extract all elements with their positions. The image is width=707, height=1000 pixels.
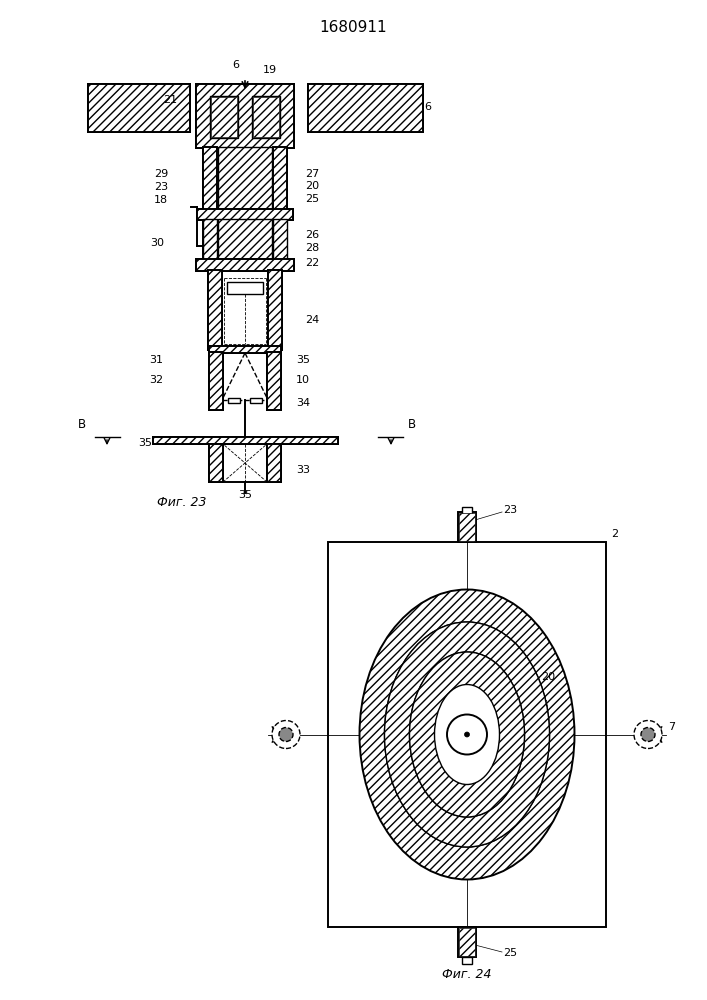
Bar (218, 147, 272, 210)
Ellipse shape (385, 622, 549, 847)
Bar (459, 513, 475, 541)
Bar (462, 507, 472, 514)
Text: 30: 30 (150, 238, 164, 248)
Text: 23: 23 (154, 182, 168, 192)
Bar (273, 147, 287, 210)
Text: 35: 35 (296, 355, 310, 365)
Text: 29: 29 (153, 169, 168, 179)
Bar (209, 352, 223, 410)
Bar (267, 444, 281, 482)
Ellipse shape (385, 622, 549, 847)
Ellipse shape (409, 652, 525, 817)
Text: 26: 26 (305, 230, 319, 240)
Text: 6: 6 (424, 102, 431, 112)
Text: 35: 35 (238, 490, 252, 500)
Bar (211, 97, 237, 137)
Bar (462, 957, 472, 964)
Bar (203, 147, 217, 210)
Bar (308, 84, 423, 132)
Text: 7: 7 (668, 722, 675, 732)
Bar (208, 270, 222, 350)
Circle shape (634, 720, 662, 748)
Bar (267, 444, 281, 482)
Text: 34: 34 (296, 398, 310, 408)
Text: Фиг. 23: Фиг. 23 (157, 496, 206, 510)
Bar (203, 219, 287, 260)
Bar (210, 96, 238, 138)
Circle shape (279, 728, 293, 742)
Bar (197, 209, 293, 220)
Bar (268, 270, 282, 350)
Text: 26: 26 (534, 700, 548, 710)
Text: 28: 28 (305, 243, 320, 253)
Bar (196, 259, 294, 271)
Bar (273, 219, 287, 260)
Bar (209, 444, 223, 482)
Text: 35: 35 (138, 438, 152, 448)
Text: 18: 18 (154, 195, 168, 205)
Ellipse shape (359, 589, 575, 880)
Bar (209, 444, 281, 482)
Bar (458, 927, 476, 957)
Bar (458, 512, 476, 542)
Text: 31: 31 (149, 355, 163, 365)
Bar (268, 270, 282, 350)
Bar (267, 352, 281, 410)
Bar (209, 346, 281, 353)
Bar (228, 398, 240, 403)
Bar (203, 219, 217, 260)
Bar (203, 147, 287, 210)
Bar (459, 928, 475, 956)
Bar (308, 84, 423, 132)
Circle shape (641, 728, 655, 742)
Bar (209, 346, 281, 353)
Text: 19: 19 (263, 65, 277, 75)
Text: 27: 27 (305, 169, 320, 179)
Bar (218, 219, 272, 260)
Bar (196, 84, 294, 148)
Bar (88, 84, 190, 132)
Text: 19: 19 (517, 800, 531, 810)
Text: 32: 32 (149, 375, 163, 385)
Text: 21: 21 (163, 95, 177, 105)
Text: 25: 25 (503, 948, 517, 958)
Ellipse shape (435, 684, 500, 784)
Bar (197, 209, 293, 220)
Text: 20: 20 (305, 181, 319, 191)
Ellipse shape (409, 652, 525, 817)
Bar (253, 97, 279, 137)
Text: 23: 23 (503, 505, 517, 515)
Bar (267, 352, 281, 410)
Text: 10: 10 (296, 375, 310, 385)
Bar (328, 542, 606, 927)
Circle shape (272, 720, 300, 748)
Text: 20: 20 (541, 672, 555, 682)
Bar (209, 444, 223, 482)
Circle shape (464, 732, 469, 737)
Text: 24: 24 (305, 315, 320, 325)
Bar (252, 96, 280, 138)
Text: А-А: А-А (457, 516, 477, 528)
Text: 22: 22 (305, 258, 320, 268)
Text: 1680911: 1680911 (319, 20, 387, 35)
Bar (196, 259, 294, 271)
Bar (227, 282, 263, 294)
Bar (153, 437, 338, 444)
Bar (153, 437, 338, 444)
Bar (88, 84, 190, 132)
Text: 6: 6 (232, 60, 239, 70)
Bar (196, 84, 294, 148)
Bar (208, 270, 222, 350)
Text: В: В (408, 418, 416, 432)
Text: 33: 33 (296, 465, 310, 475)
Bar (250, 398, 262, 403)
Text: Фиг. 24: Фиг. 24 (443, 968, 492, 982)
Bar (209, 352, 223, 410)
Text: 2: 2 (611, 529, 618, 539)
Text: 25: 25 (305, 194, 319, 204)
Circle shape (447, 714, 487, 754)
Text: В: В (78, 418, 86, 432)
